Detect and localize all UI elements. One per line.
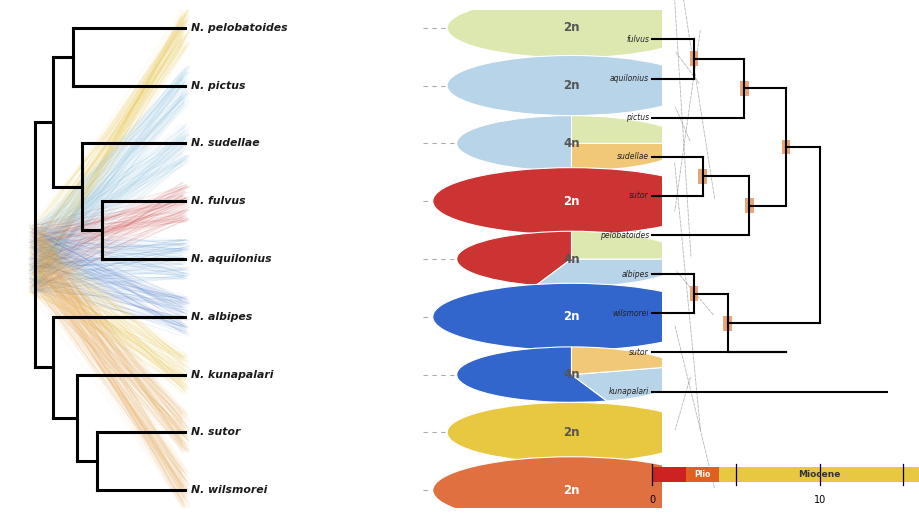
Wedge shape — [456, 116, 571, 171]
Bar — [781, 139, 789, 154]
Bar — [698, 169, 706, 184]
Wedge shape — [432, 457, 709, 518]
Text: 4n: 4n — [562, 368, 579, 381]
Text: N. fulvus: N. fulvus — [190, 196, 245, 206]
Text: N. sutor: N. sutor — [190, 427, 240, 438]
Text: Plio: Plio — [694, 470, 710, 479]
Text: Miocene: Miocene — [798, 470, 840, 479]
Wedge shape — [456, 347, 607, 402]
Text: 2n: 2n — [562, 426, 579, 439]
Text: sutor: sutor — [629, 192, 648, 200]
Text: 2n: 2n — [562, 484, 579, 497]
Bar — [689, 51, 698, 66]
Wedge shape — [571, 231, 686, 259]
Text: 2n: 2n — [562, 79, 579, 92]
Text: kunapalari: kunapalari — [608, 387, 648, 396]
Text: 4n: 4n — [562, 252, 579, 266]
Text: sudellae: sudellae — [617, 152, 648, 161]
Bar — [744, 198, 753, 213]
Bar — [685, 467, 719, 482]
Wedge shape — [432, 168, 709, 235]
Text: fulvus: fulvus — [625, 35, 648, 44]
Text: N. aquilonius: N. aquilonius — [190, 254, 271, 264]
Text: 10: 10 — [812, 495, 825, 505]
Text: N. albipes: N. albipes — [190, 312, 252, 322]
Text: N. pictus: N. pictus — [190, 80, 245, 91]
Text: 0: 0 — [649, 495, 654, 505]
Text: N. pelobatoides: N. pelobatoides — [190, 23, 287, 33]
Wedge shape — [432, 283, 709, 350]
Text: 2n: 2n — [562, 310, 579, 323]
Wedge shape — [447, 0, 695, 58]
Wedge shape — [536, 259, 686, 287]
Text: 4n: 4n — [562, 137, 579, 150]
Text: 2n: 2n — [562, 195, 579, 208]
Bar — [652, 467, 685, 482]
Wedge shape — [571, 143, 686, 171]
Text: sutor: sutor — [629, 348, 648, 357]
Bar — [719, 467, 919, 482]
Wedge shape — [447, 402, 695, 463]
Bar — [740, 81, 748, 96]
Text: albipes: albipes — [621, 270, 648, 279]
Text: N. wilsmorei: N. wilsmorei — [190, 485, 267, 495]
Text: B: B — [500, 0, 513, 2]
Wedge shape — [456, 231, 571, 285]
Wedge shape — [447, 55, 695, 116]
Text: N. sudellae: N. sudellae — [190, 138, 259, 148]
Text: aquilonius: aquilonius — [609, 74, 648, 83]
Text: 2n: 2n — [562, 21, 579, 34]
Bar — [722, 315, 731, 330]
Wedge shape — [571, 366, 686, 401]
Text: pelobatoides: pelobatoides — [599, 231, 648, 239]
Wedge shape — [571, 347, 680, 375]
Wedge shape — [571, 116, 686, 143]
Text: N. kunapalari: N. kunapalari — [190, 370, 273, 380]
Bar — [689, 286, 698, 301]
Text: pictus: pictus — [625, 113, 648, 122]
Text: wilsmorei: wilsmorei — [612, 309, 648, 318]
